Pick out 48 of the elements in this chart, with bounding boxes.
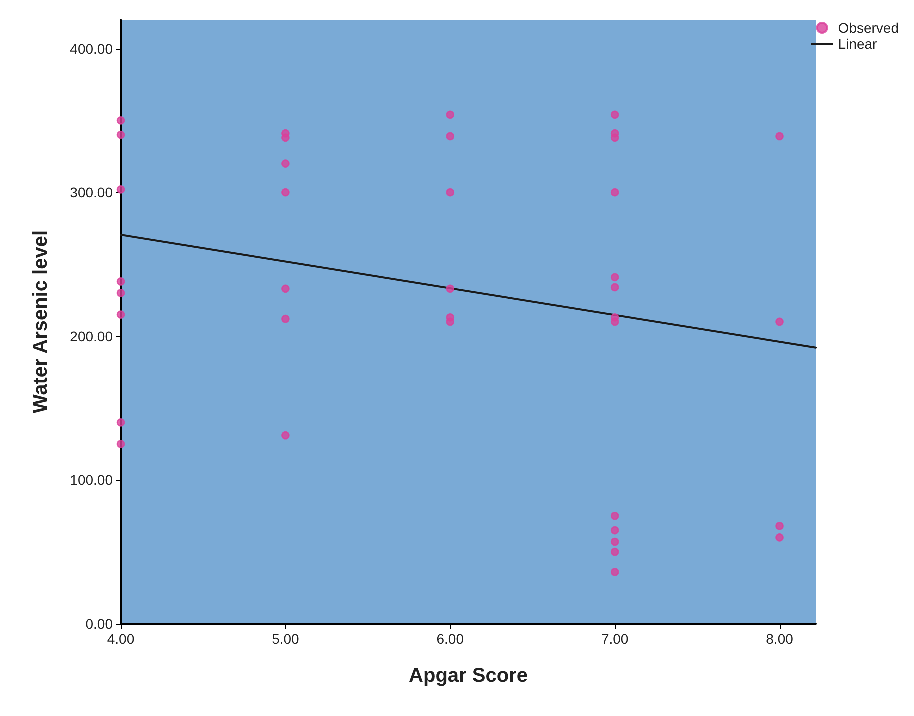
point xyxy=(610,318,620,326)
point xyxy=(116,289,126,298)
y-tick-label: 300.00 xyxy=(70,184,114,201)
point xyxy=(116,130,126,140)
point xyxy=(776,132,784,141)
point xyxy=(610,512,620,520)
point xyxy=(610,134,620,142)
point xyxy=(446,318,455,326)
point xyxy=(610,283,620,292)
point xyxy=(776,318,784,326)
x-tick-label: 8.00 xyxy=(766,631,794,647)
point xyxy=(282,188,290,197)
point xyxy=(282,284,290,294)
point xyxy=(610,273,620,282)
point xyxy=(116,418,126,427)
point xyxy=(610,568,620,576)
point xyxy=(610,548,620,556)
x-tick-label: 4.00 xyxy=(107,631,135,647)
point xyxy=(446,188,455,197)
point xyxy=(776,534,784,542)
point xyxy=(116,278,126,286)
y-tick-label: 100.00 xyxy=(70,472,114,488)
point xyxy=(610,526,620,535)
point xyxy=(116,116,126,125)
legend-label: Observed xyxy=(838,20,900,36)
point xyxy=(282,314,290,324)
x-axis-title: Apgar Score xyxy=(409,665,528,687)
point xyxy=(610,110,620,120)
point xyxy=(282,431,290,440)
legend-label: Linear xyxy=(838,36,878,52)
point xyxy=(610,538,620,546)
point xyxy=(610,188,620,197)
point xyxy=(116,186,126,194)
point xyxy=(116,310,126,319)
y-tick-label: 400.00 xyxy=(70,40,114,57)
y-axis-title: Water Arsenic level xyxy=(30,230,52,414)
point xyxy=(116,440,126,448)
point xyxy=(446,110,455,120)
y-tick-label: 200.00 xyxy=(70,328,114,344)
x-tick-label: 6.00 xyxy=(436,631,464,647)
x-tick-label: 5.00 xyxy=(272,631,300,647)
point xyxy=(446,132,455,141)
point xyxy=(776,522,784,530)
y-tick-label: 0.00 xyxy=(86,616,114,632)
point xyxy=(282,160,290,168)
point xyxy=(446,284,455,294)
x-tick-label: 7.00 xyxy=(601,631,629,647)
point xyxy=(282,134,290,142)
